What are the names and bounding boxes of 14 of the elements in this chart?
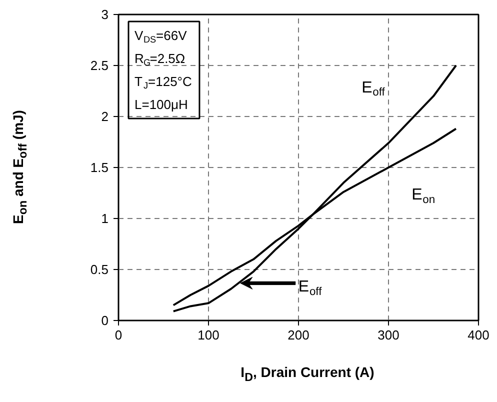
annotation: L=100μH xyxy=(134,97,188,112)
y-tick-label: 1.5 xyxy=(90,160,109,175)
x-tick-label: 300 xyxy=(378,328,400,342)
y-tick-label: 2 xyxy=(101,109,109,124)
y-tick-label: 1 xyxy=(101,211,109,226)
y-tick-label: 2.5 xyxy=(90,58,109,73)
x-axis-title: I$_{D}$, Drain Current (A) xyxy=(240,363,376,386)
x-tick-label: 200 xyxy=(288,328,310,342)
x-tick-label: 0 xyxy=(114,328,122,342)
x-tick-label: 100 xyxy=(198,328,220,342)
y-tick-label: 0 xyxy=(101,313,109,328)
y-tick-label: 0.5 xyxy=(90,262,109,277)
y-tick-label: 3 xyxy=(101,7,109,22)
x-tick-label: 400 xyxy=(468,328,490,342)
